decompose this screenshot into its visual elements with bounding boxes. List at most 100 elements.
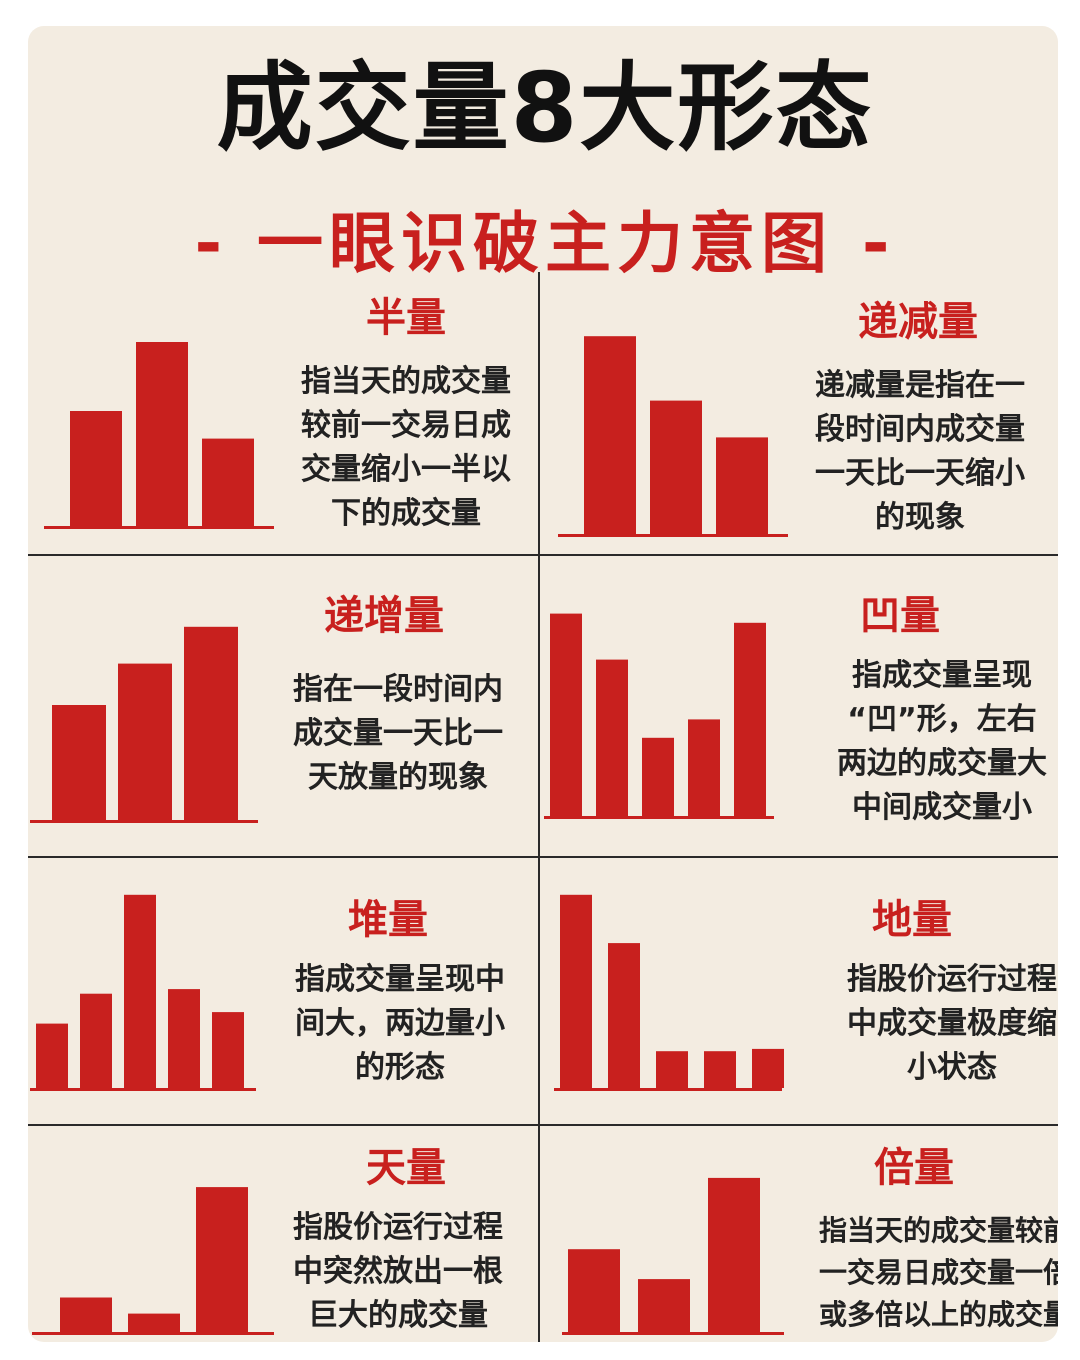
description-line: 指股价运行过程: [293, 1210, 503, 1245]
chart-baseline: [562, 1332, 784, 1335]
description-line: 递减量是指在一: [815, 368, 1025, 403]
description-line: 指成交量呈现中: [295, 962, 505, 997]
panel-pile-volume: 堆量 指成交量呈现中 间大，两边量小 的形态: [28, 858, 538, 1124]
page-title: 成交量8大形态: [216, 52, 874, 164]
horizontal-divider-3: [28, 1124, 1058, 1126]
bar-chart: [30, 626, 258, 823]
volume-bar: [36, 1023, 68, 1088]
volume-bar: [656, 1051, 688, 1088]
volume-bar: [560, 894, 592, 1088]
volume-bar: [584, 336, 636, 534]
volume-bar: [60, 1297, 112, 1332]
volume-bar: [688, 719, 720, 816]
description-line: 中间成交量小: [852, 790, 1032, 825]
panel-description: 指股价运行过程 中成交量极度缩 小状态: [847, 958, 1057, 1090]
panel-description: 指成交量呈现 “凹”形，左右 两边的成交量大 中间成交量小: [837, 654, 1047, 830]
description-line: 天放量的现象: [308, 760, 488, 795]
panel-description: 指在一段时间内 成交量一天比一 天放量的现象: [293, 668, 503, 800]
volume-bar: [568, 1249, 620, 1332]
volume-bar: [52, 705, 106, 820]
volume-bar: [128, 1313, 180, 1332]
volume-bar: [596, 659, 628, 816]
chart-baseline: [30, 1088, 256, 1091]
volume-bar: [136, 342, 188, 526]
panel-increasing-volume: 递增量 指在一段时间内 成交量一天比一 天放量的现象: [28, 556, 538, 856]
description-line: 下的成交量: [331, 496, 481, 531]
volume-bar: [716, 437, 768, 534]
panel-title: 递减量: [858, 299, 978, 345]
volume-bar: [638, 1279, 690, 1332]
volume-bar: [80, 993, 112, 1088]
chart-baseline: [558, 534, 788, 537]
horizontal-divider-1: [28, 554, 1058, 556]
panel-description: 递减量是指在一 段时间内成交量 一天比一天缩小 的现象: [815, 364, 1025, 540]
description-line: 一天比一天缩小: [815, 456, 1025, 491]
volume-bar: [650, 400, 702, 534]
panel-title: 地量: [872, 897, 952, 943]
volume-bar: [196, 1187, 248, 1332]
volume-bar: [752, 1048, 784, 1088]
bar-chart: [554, 894, 784, 1091]
volume-bar: [168, 989, 200, 1088]
bar-chart: [544, 613, 774, 819]
panel-double-volume: 倍量 指当天的成交量较前 一交易日成交量一倍 或多倍以上的成交量: [540, 1126, 1058, 1342]
description-line: 指当天的成交量较前: [818, 1214, 1058, 1247]
description-line: 两边的成交量大: [837, 746, 1047, 781]
panel-title: 凹量: [860, 593, 940, 639]
volume-bar: [118, 663, 172, 820]
volume-bar: [608, 943, 640, 1088]
volume-bar: [212, 1012, 244, 1088]
volume-bar: [202, 438, 254, 526]
panel-half-volume: 半量 指当天的成交量 较前一交易日成 交量缩小一半以 下的成交量: [28, 272, 538, 554]
description-line: 间大，两边量小: [295, 1006, 505, 1041]
description-line: 段时间内成交量: [815, 412, 1025, 447]
panel-description: 指成交量呈现中 间大，两边量小 的形态: [295, 958, 505, 1090]
panel-decreasing-volume: 递减量 递减量是指在一 段时间内成交量 一天比一天缩小 的现象: [540, 272, 1058, 554]
description-line: 的形态: [355, 1050, 445, 1085]
description-line: 中突然放出一根: [293, 1254, 503, 1289]
description-line: “凹”形，左右: [847, 702, 1037, 737]
chart-baseline: [44, 526, 274, 529]
volume-bar: [734, 622, 766, 816]
description-line: 一交易日成交量一倍: [818, 1256, 1058, 1289]
description-line: 指成交量呈现: [852, 658, 1032, 693]
chart-baseline: [544, 816, 774, 819]
vertical-divider: [538, 272, 540, 1342]
bar-chart: [32, 1187, 274, 1335]
volume-bar: [704, 1051, 736, 1088]
volume-bar: [708, 1177, 760, 1332]
description-line: 的现象: [875, 500, 965, 535]
volume-bar: [70, 411, 122, 526]
panel-concave-volume: 凹量 指成交量呈现 “凹”形，左右 两边的成交量大 中间成交量小: [540, 556, 1058, 856]
description-line: 指当天的成交量: [301, 364, 511, 399]
description-line: 交量缩小一半以: [301, 452, 511, 487]
bar-chart: [558, 336, 788, 537]
panel-title: 堆量: [348, 897, 428, 943]
chart-baseline: [32, 1332, 274, 1335]
description-line: 指在一段时间内: [293, 672, 503, 707]
panel-description: 指当天的成交量较前 一交易日成交量一倍 或多倍以上的成交量: [819, 1210, 1058, 1336]
panel-ground-volume: 地量 指股价运行过程 中成交量极度缩 小状态: [540, 858, 1058, 1124]
panel-title: 倍量: [874, 1145, 954, 1191]
panel-title: 半量: [366, 295, 446, 341]
panel-title: 递增量: [324, 593, 444, 639]
description-line: 成交量一天比一: [293, 716, 503, 751]
chart-baseline: [554, 1088, 782, 1091]
poster: 成交量8大形态 - 一眼识破主力意图 - 半量 指当天的成交量 较前一交易日成 …: [28, 26, 1058, 1342]
description-line: 或多倍以上的成交量: [818, 1298, 1058, 1331]
description-line: 小状态: [907, 1050, 997, 1085]
panel-description: 指当天的成交量 较前一交易日成 交量缩小一半以 下的成交量: [301, 360, 511, 536]
bar-chart: [562, 1177, 784, 1335]
volume-bar: [184, 626, 238, 820]
bar-chart: [44, 342, 274, 529]
bar-chart: [30, 894, 256, 1091]
panel-title: 天量: [366, 1145, 446, 1191]
description-line: 巨大的成交量: [308, 1298, 488, 1333]
page-subtitle: - 一眼识破主力意图 -: [194, 205, 896, 282]
description-line: 中成交量极度缩: [847, 1006, 1057, 1041]
volume-bar: [642, 737, 674, 816]
volume-bar: [550, 613, 582, 816]
volume-bar: [124, 894, 156, 1088]
description-line: 较前一交易日成: [301, 408, 511, 443]
description-line: 指股价运行过程: [847, 962, 1057, 997]
